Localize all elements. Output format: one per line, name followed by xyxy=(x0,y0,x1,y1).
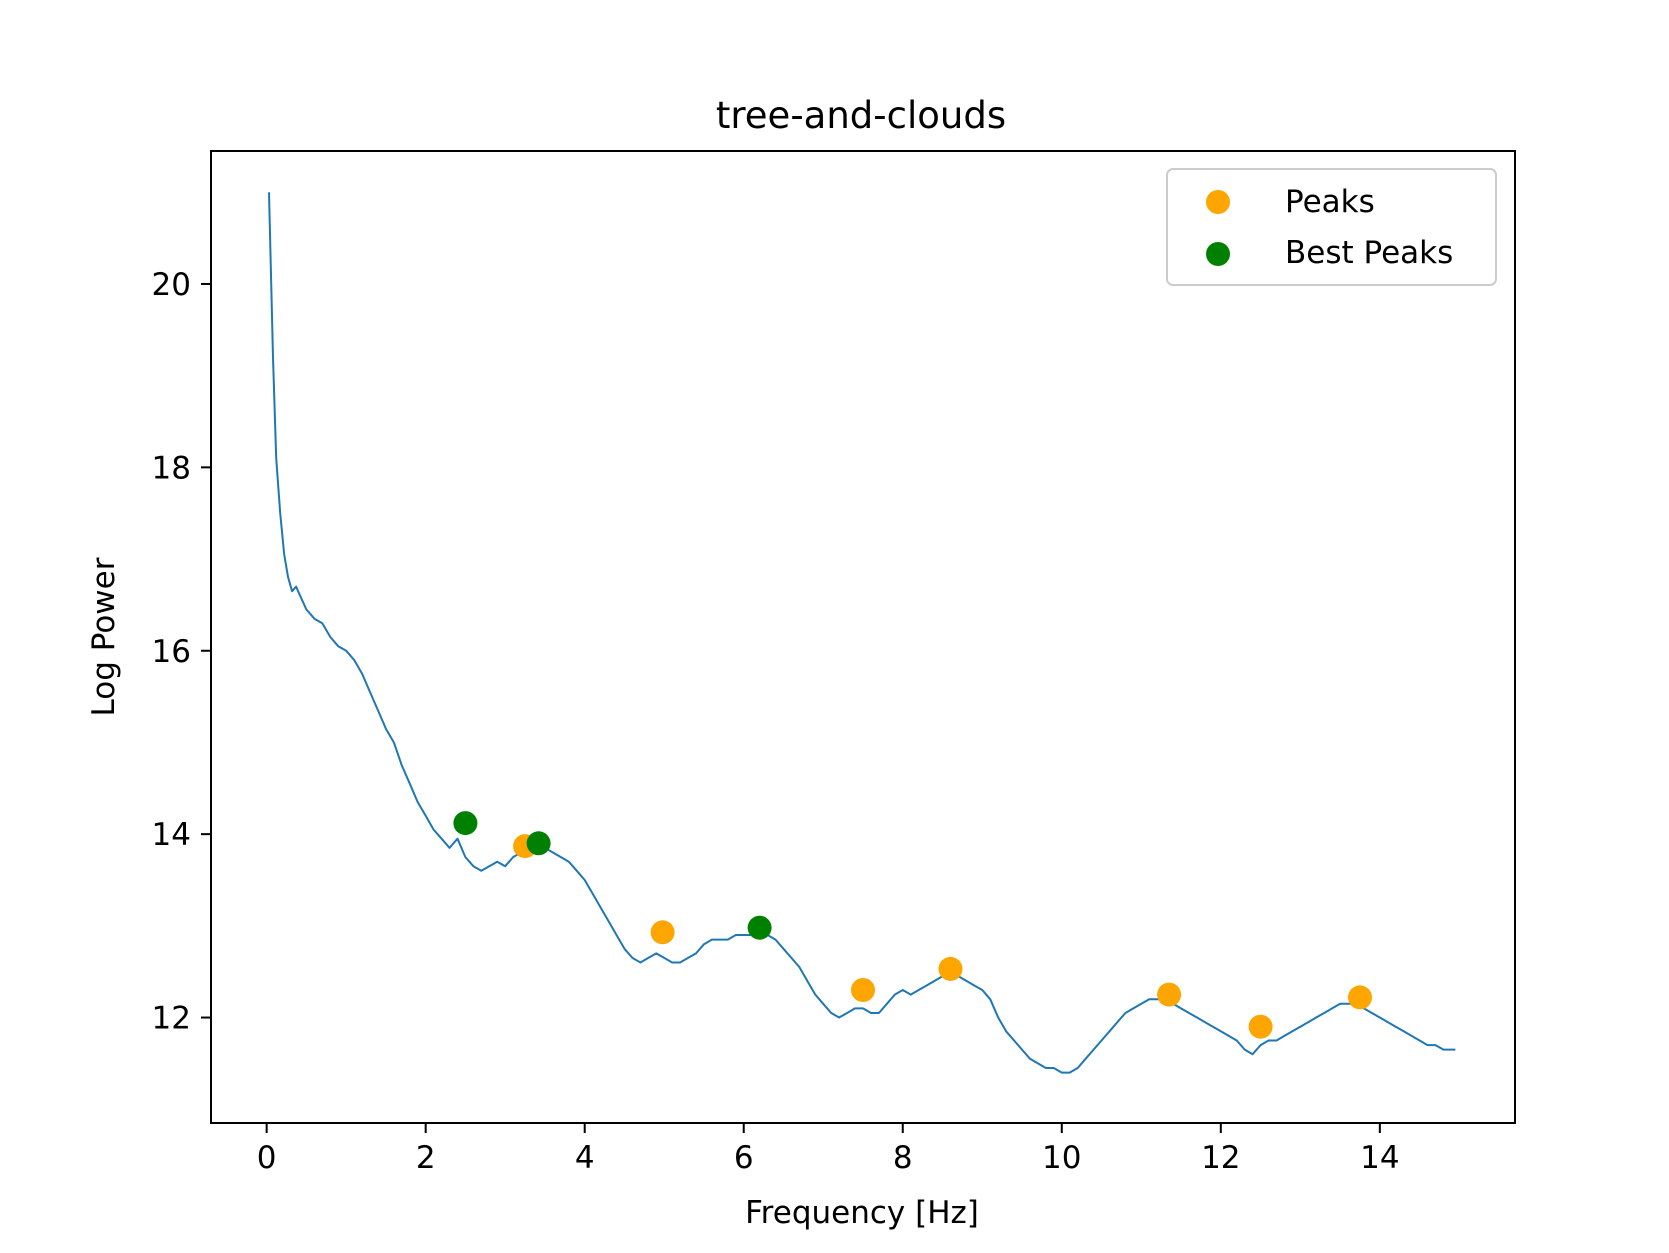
y-tick-label: 20 xyxy=(152,267,191,303)
legend-peaks-marker xyxy=(1206,190,1230,214)
plot-frame xyxy=(210,150,1516,1124)
y-tick-label: 14 xyxy=(152,817,191,853)
x-axis: 0 2 4 6 8 10 12 14 xyxy=(257,1123,1400,1176)
y-axis-label: Log Power xyxy=(86,557,122,716)
best-peak-point xyxy=(453,811,478,836)
best-peak-point xyxy=(747,915,772,940)
x-tick-label: 0 xyxy=(257,1140,277,1176)
peak-point xyxy=(938,956,963,981)
peak-point xyxy=(851,978,875,1002)
legend: Peaks Best Peaks xyxy=(1166,168,1497,286)
x-tick-label: 12 xyxy=(1201,1140,1240,1176)
legend-best-peaks-marker xyxy=(1206,242,1230,266)
legend-best-peaks-label: Best Peaks xyxy=(1285,235,1453,271)
y-axis: 12 14 16 18 20 xyxy=(152,267,211,1037)
x-tick-label: 8 xyxy=(893,1140,913,1176)
x-axis-label: Frequency [Hz] xyxy=(745,1195,979,1231)
peak-point xyxy=(1157,982,1182,1007)
legend-peaks-label: Peaks xyxy=(1285,184,1375,220)
x-tick-label: 4 xyxy=(575,1140,595,1176)
peak-point xyxy=(1248,1014,1273,1039)
spectrum-line xyxy=(268,192,1456,1074)
x-tick-label: 10 xyxy=(1042,1140,1081,1176)
y-tick-label: 16 xyxy=(152,634,191,670)
peak-point xyxy=(650,920,675,945)
best-peak-point xyxy=(526,831,551,856)
chart-title: tree-and-clouds xyxy=(716,94,1006,137)
legend-box xyxy=(1166,168,1497,286)
x-tick-label: 2 xyxy=(416,1140,436,1176)
plot-area xyxy=(268,192,1456,1074)
y-tick-label: 12 xyxy=(152,1001,191,1037)
x-tick-label: 6 xyxy=(734,1140,754,1176)
peak-point xyxy=(1348,985,1372,1010)
x-tick-label: 14 xyxy=(1360,1140,1399,1176)
y-tick-label: 18 xyxy=(152,450,191,486)
